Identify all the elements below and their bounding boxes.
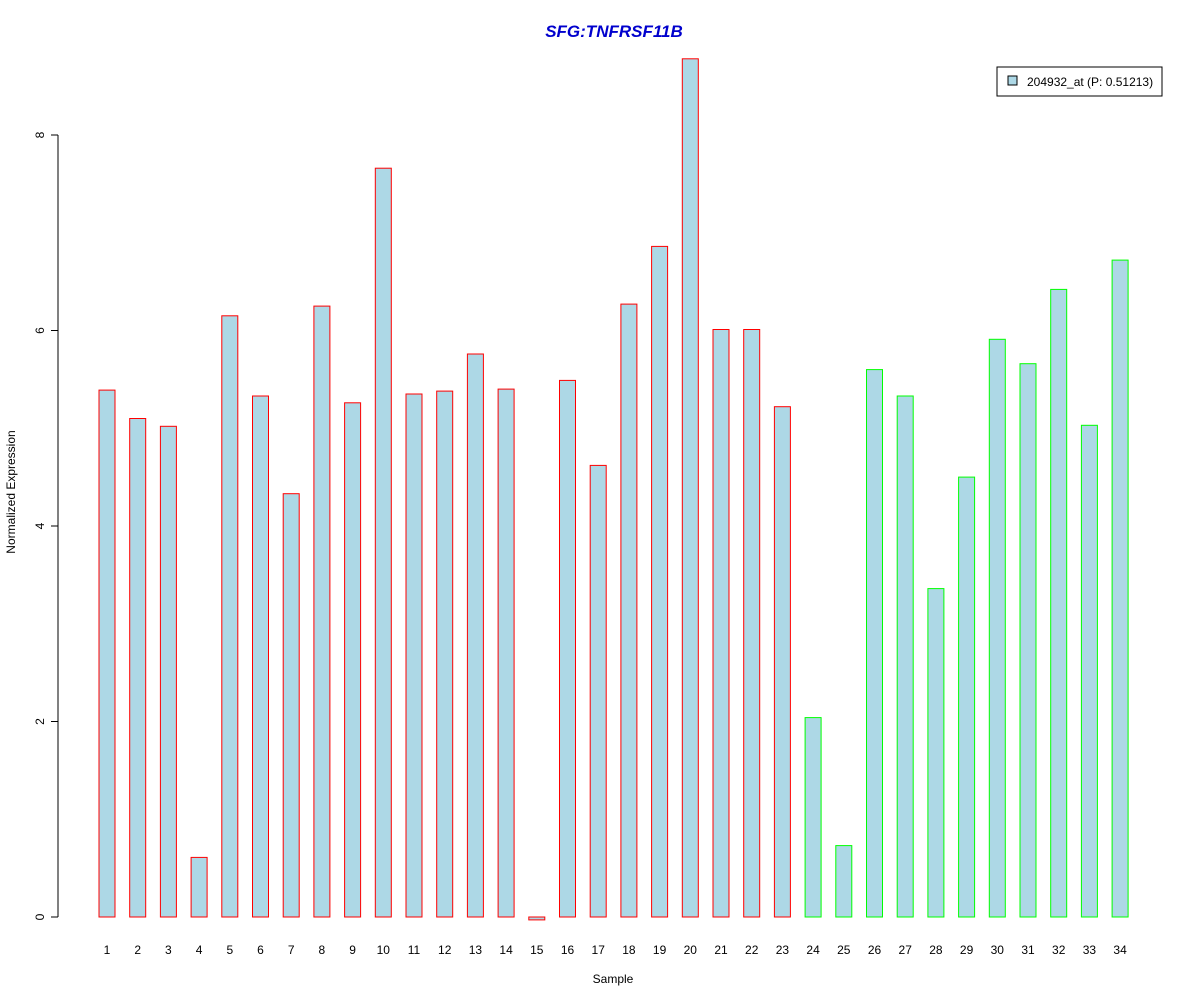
bar-sample-28 [927,588,945,918]
bar-sample-5 [221,315,239,918]
bar-sample-13 [466,353,484,918]
x-tick-label: 14 [499,943,513,957]
x-tick-label: 28 [929,943,943,957]
x-tick-label: 27 [899,943,913,957]
bar-sample-31 [1019,363,1037,918]
y-tick-label: 4 [33,522,47,529]
x-axis-label: Sample [593,972,634,986]
bar-sample-22 [743,329,761,918]
x-tick-label: 19 [653,943,667,957]
x-tick-label: 30 [991,943,1005,957]
bar-sample-4 [190,856,208,918]
bar-sample-15 [528,916,546,921]
bar-sample-1 [98,389,116,918]
x-tick-label: 10 [377,943,391,957]
x-tick-label: 4 [196,943,203,957]
x-tick-label: 3 [165,943,172,957]
y-tick-label: 8 [33,131,47,138]
x-tick-label: 7 [288,943,295,957]
bar-sample-6 [252,395,269,918]
bar-sample-12 [436,390,454,918]
legend-swatch [1007,75,1018,86]
bar-sample-10 [374,167,392,918]
bar-sample-18 [620,303,638,918]
bar-sample-3 [159,425,177,918]
x-axis: 1 2 3 4 5 6 7 8 9 10 11 12 13 14 15 16 17 18 19 20 21 22 23 24 2… [104,943,1127,957]
y-tick-label: 6 [33,327,47,334]
legend-box [996,66,1163,97]
bar-sample-33 [1080,424,1098,918]
x-tick-label: 2 [134,943,141,957]
x-tick-label: 18 [622,943,636,957]
x-tick-label: 25 [837,943,851,957]
y-axis-label: Normalized Expression [4,430,18,553]
x-tick-label: 31 [1021,943,1035,957]
bar-sample-14 [497,388,515,918]
x-tick-label: 6 [257,943,264,957]
y-axis: 0 2 4 6 8 [33,131,59,920]
bar-sample-19 [651,245,669,918]
x-tick-label: 13 [469,943,483,957]
bar-sample-26 [866,369,883,918]
x-tick-label: 23 [776,943,790,957]
y-tick-label: 2 [33,718,47,725]
x-tick-label: 21 [714,943,728,957]
x-tick-label: 24 [806,943,820,957]
x-tick-label: 5 [226,943,233,957]
bar-sample-21 [712,329,730,918]
x-tick-label: 34 [1113,943,1127,957]
x-tick-label: 12 [438,943,452,957]
bar-sample-2 [129,418,147,918]
y-tick-label: 0 [33,913,47,920]
bar-sample-9 [344,402,362,918]
bar-sample-7 [282,493,300,918]
bar-sample-8 [313,305,331,918]
x-tick-label: 8 [319,943,326,957]
legend: 204932_at (P: 0.51213) [996,66,1163,97]
x-tick-label: 33 [1083,943,1097,957]
x-tick-label: 1 [104,943,111,957]
bar-sample-32 [1050,288,1068,918]
x-tick-label: 15 [530,943,544,957]
x-tick-label: 16 [561,943,575,957]
chart-title: SFG:TNFRSF11B [545,22,683,41]
bar-sample-30 [988,338,1006,918]
bar-sample-27 [896,395,914,918]
x-tick-label: 32 [1052,943,1066,957]
legend-entry: 204932_at (P: 0.51213) [1027,75,1153,89]
bar-sample-29 [958,476,976,918]
bar-sample-17 [589,464,607,918]
x-tick-label: 11 [408,943,421,957]
bars [98,58,1129,921]
x-tick-label: 22 [745,943,759,957]
bar-sample-34 [1111,259,1129,918]
bar-sample-11 [405,393,423,918]
bar-sample-16 [559,379,576,918]
x-tick-label: 9 [349,943,356,957]
bar-sample-25 [835,845,853,918]
bar-sample-24 [804,717,822,918]
x-tick-label: 17 [592,943,606,957]
x-tick-label: 29 [960,943,974,957]
bar-sample-23 [773,406,791,918]
bar-sample-20 [681,58,699,918]
x-tick-label: 20 [684,943,698,957]
x-tick-label: 26 [868,943,882,957]
